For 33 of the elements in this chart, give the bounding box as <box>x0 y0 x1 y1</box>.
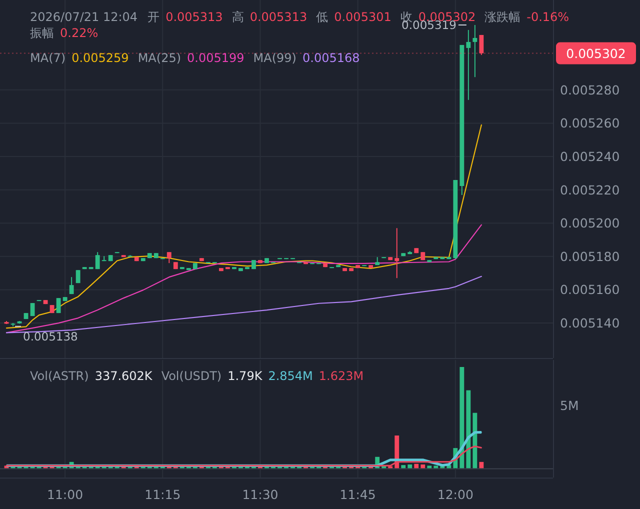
annotation: 2026/07/21 12:04 <box>30 10 138 24</box>
x-tick-label: 12:00 <box>437 487 474 502</box>
ref-line-label: 0.005302 <box>566 46 626 61</box>
x-tick-label: 11:30 <box>242 487 278 502</box>
bar <box>479 462 484 468</box>
x-tick-label: 11:00 <box>47 487 84 502</box>
bar <box>420 464 426 468</box>
y-tick-label: 0.005200 <box>560 216 620 231</box>
y-tick-label: 0.005160 <box>560 282 620 298</box>
bar <box>460 367 464 468</box>
y-tick-label: 0.005180 <box>560 248 620 264</box>
bar <box>472 412 478 468</box>
line-series <box>6 276 482 334</box>
y-tick-label: 0.005140 <box>560 316 620 331</box>
annotation: MA(7) 0.005259 MA(25) 0.005199 MA(99) 0.005168 <box>30 51 360 65</box>
line-series <box>6 124 482 329</box>
x-tick-label: 11:45 <box>340 487 376 502</box>
line-series <box>6 224 482 334</box>
y-tick-label: 0.005240 <box>560 149 620 164</box>
annotation: 0.005138 <box>23 329 78 344</box>
annotation: 振幅 0.22% <box>30 26 98 40</box>
y-tick-label: 0.005260 <box>560 116 620 131</box>
bar <box>466 390 471 468</box>
text: 5M <box>560 398 579 413</box>
bar <box>434 466 438 468</box>
bar <box>408 464 412 468</box>
bar <box>414 464 419 468</box>
annotation: Vol(ASTR) 337.602K Vol(USDT) 1.79K 2.854M 1.623M <box>30 369 364 383</box>
y-tick-label: 0.005280 <box>560 82 620 98</box>
y-tick-label: 0.005220 <box>560 182 620 198</box>
x-tick-label: 11:15 <box>144 487 181 502</box>
bar <box>401 465 406 468</box>
bar <box>427 466 432 468</box>
